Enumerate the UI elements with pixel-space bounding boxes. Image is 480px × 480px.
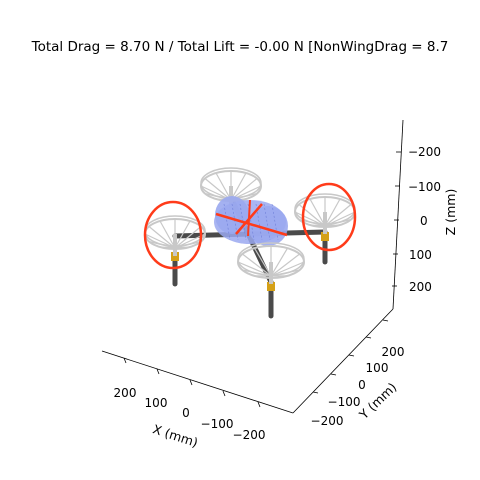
x-tick-mark xyxy=(123,357,127,364)
x-tick-label: −200 xyxy=(233,428,266,442)
propeller-front-spoke xyxy=(242,253,272,277)
z-tick-label: 0 xyxy=(420,214,428,228)
propeller-right-spoke xyxy=(309,198,326,227)
propeller-back-spoke xyxy=(230,172,247,201)
propeller-front-spoke xyxy=(242,269,272,277)
propeller-right-spoke xyxy=(324,218,352,227)
x-tick-mark xyxy=(156,368,160,375)
propeller-front-spoke xyxy=(270,261,305,277)
axes-3d: 200 100 0 −100 −200 X (mm) −200 −100 0 1… xyxy=(101,119,458,450)
x-axis-line xyxy=(101,350,294,414)
x-tick-label: 100 xyxy=(145,396,168,410)
y-tick-mark xyxy=(365,336,372,339)
propeller-right-spoke xyxy=(294,211,326,227)
highlight-ring-left xyxy=(143,200,203,270)
z-tick-label: 200 xyxy=(409,280,432,294)
y-tick-label: 100 xyxy=(366,361,389,375)
body-cross-vertical xyxy=(247,199,251,237)
propeller-back-spoke xyxy=(204,178,232,201)
propeller-right-spoke xyxy=(324,204,352,227)
propeller-front-spoke xyxy=(237,261,272,277)
highlight-ring-right xyxy=(301,182,357,252)
propeller-right-spoke xyxy=(324,198,341,227)
propeller-left-spoke xyxy=(148,226,176,249)
propeller-right-spoke xyxy=(324,211,356,227)
z-tick-label: 100 xyxy=(409,248,432,262)
body-cross-horizontal xyxy=(215,212,288,237)
motor xyxy=(267,282,275,291)
y-ticks: −200 −100 0 100 200 xyxy=(311,319,405,428)
x-tick-label: −100 xyxy=(201,417,234,431)
y-axis-line xyxy=(292,308,394,414)
motor xyxy=(171,252,179,261)
propeller-right-spoke xyxy=(324,224,341,227)
x-ticks: 200 100 0 −100 −200 xyxy=(114,357,266,442)
z-ticks: −200 −100 0 100 200 xyxy=(392,145,441,294)
propeller-front-spoke xyxy=(270,253,300,277)
propeller-left-spoke xyxy=(174,246,191,249)
propeller-front-spoke xyxy=(270,247,289,277)
y-tick-label: −100 xyxy=(328,395,361,409)
x-tick-mark xyxy=(189,379,193,386)
y-tick-label: 200 xyxy=(382,345,405,359)
x-tick-label: 0 xyxy=(182,406,190,420)
propeller-left-spoke xyxy=(144,233,176,249)
propeller-left-spoke xyxy=(159,220,176,249)
propeller-front-spoke xyxy=(253,247,272,277)
x-tick-mark xyxy=(222,390,226,397)
y-tick-mark xyxy=(312,391,319,394)
z-tick-label: −100 xyxy=(408,180,441,194)
drone-model xyxy=(143,167,357,319)
x-tick-mark xyxy=(257,401,261,408)
chart-title: Total Drag = 8.70 N / Total Lift = -0.00… xyxy=(31,39,449,55)
propeller-front-spoke xyxy=(270,269,300,277)
z-axis-line xyxy=(392,119,404,310)
y-tick-mark xyxy=(382,319,389,322)
y-tick-mark xyxy=(330,373,337,376)
x-axis-label: X (mm) xyxy=(151,421,200,450)
propeller-back-spoke xyxy=(215,172,232,201)
z-axis-label: Z (mm) xyxy=(443,189,458,236)
motor xyxy=(321,232,329,241)
y-tick-mark xyxy=(348,354,355,357)
y-tick-label: 0 xyxy=(358,378,366,392)
propeller-left-spoke xyxy=(174,240,202,249)
x-tick-label: 200 xyxy=(114,386,137,400)
propeller-left-spoke xyxy=(148,240,176,249)
y-tick-label: −200 xyxy=(311,414,344,428)
propeller-left-spoke xyxy=(174,220,191,249)
propeller-left-spoke xyxy=(174,226,202,249)
z-tick-label: −200 xyxy=(408,145,441,159)
